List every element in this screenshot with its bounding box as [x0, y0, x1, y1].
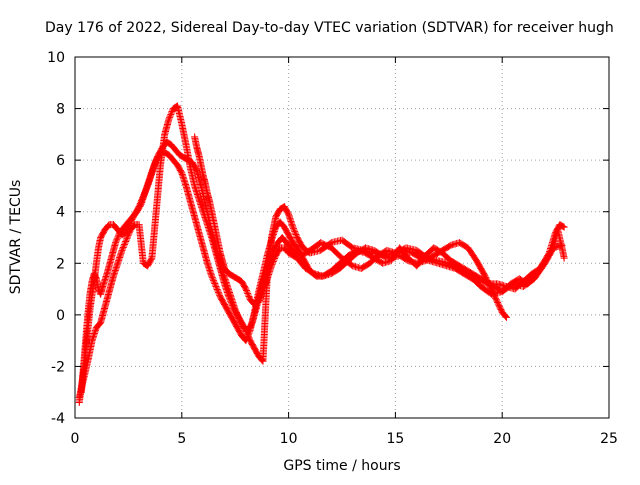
series-track-d	[191, 133, 566, 309]
y-tick-label: 6	[56, 153, 65, 169]
x-tick-label: 20	[493, 431, 511, 447]
y-tick-label: -4	[51, 411, 65, 427]
x-tick-label: 5	[177, 431, 186, 447]
chart-title: Day 176 of 2022, Sidereal Day-to-day VTE…	[45, 20, 614, 36]
x-axis-label: GPS time / hours	[283, 458, 400, 474]
data-points-track-a	[75, 148, 510, 407]
y-tick-label: 10	[47, 50, 65, 66]
series-track-a	[75, 148, 510, 407]
grid-layer	[75, 57, 609, 418]
data-layer	[75, 102, 568, 407]
tick-layer: 0 5 10 15 20 25 -4 -2 0 2 4 6 8 10	[47, 50, 618, 447]
data-points-track-c	[75, 102, 568, 401]
y-tick-label: -2	[51, 359, 65, 375]
x-tick-label: 25	[600, 431, 618, 447]
series-track-c	[75, 102, 568, 401]
data-points-track-b	[77, 138, 568, 396]
data-points-track-d	[191, 133, 566, 309]
y-tick-label: 0	[56, 308, 65, 324]
series-track-b	[77, 138, 568, 396]
y-tick-label: 2	[56, 256, 65, 272]
plot-frame	[74, 56, 610, 419]
x-tick-label: 10	[280, 431, 298, 447]
x-tick-label: 0	[71, 431, 80, 447]
x-tick-label: 15	[386, 431, 404, 447]
y-tick-label: 4	[56, 205, 65, 221]
y-tick-label: 8	[56, 102, 65, 118]
y-axis-label: SDTVAR / TECUs	[8, 180, 24, 295]
